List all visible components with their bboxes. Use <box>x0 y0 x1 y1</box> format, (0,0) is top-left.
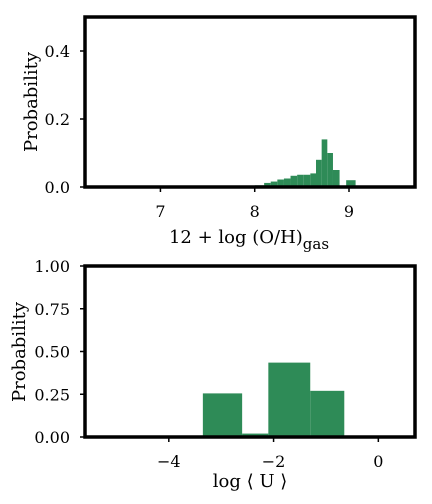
metallicity-bar-11 <box>297 174 304 187</box>
metallicity-y-tick-label-1: 0.2 <box>45 110 70 129</box>
ionization-bars <box>202 362 345 437</box>
metallicity-bar-13 <box>310 173 316 187</box>
metallicity-x-axis-label: 12 + log (O/H)gas <box>169 227 329 253</box>
ionization-bar-0 <box>202 393 243 437</box>
metallicity-ticks: 7 8 9 0.0 0.2 0.4 <box>45 42 355 221</box>
ionization-x-axis-label: log ⟨ U ⟩ <box>213 471 288 492</box>
metallicity-bar-17 <box>332 170 340 187</box>
metallicity-x-tick-label-0: 7 <box>155 202 165 221</box>
ionization-plot-frame <box>83 264 417 439</box>
ionization-y-tick-label-1: 0.25 <box>34 385 70 404</box>
metallicity-histogram-panel: 7 8 9 0.0 0.2 0.4 Probability 12 + log (O/H)g… <box>21 15 417 253</box>
ionization-bar-3 <box>310 390 345 437</box>
metallicity-bar-18 <box>346 180 356 187</box>
metallicity-y-tick-label-0: 0.0 <box>45 178 70 197</box>
metallicity-bar-16 <box>327 153 333 187</box>
ionization-y-tick-label-2: 0.50 <box>34 343 70 362</box>
ionization-bar-2 <box>268 362 311 437</box>
ionization-y-tick-label-0: 0.00 <box>34 428 70 447</box>
metallicity-y-tick-label-2: 0.4 <box>45 42 70 61</box>
metallicity-y-axis-label: Probability <box>21 51 42 152</box>
metallicity-bar-10 <box>290 175 298 187</box>
ionization-x-tick-label-1: −2 <box>262 452 286 471</box>
metallicity-x-tick-label-2: 9 <box>344 202 354 221</box>
metallicity-bar-7 <box>270 181 278 187</box>
ionization-y-tick-label-3: 0.75 <box>34 300 70 319</box>
metallicity-bars <box>160 139 356 187</box>
ionization-x-tick-label-0: −4 <box>157 452 181 471</box>
metallicity-bar-15 <box>321 139 328 187</box>
ionization-x-tick-label-2: 0 <box>373 452 383 471</box>
ionization-histogram-panel: −4 −2 0 0.00 0.25 0.50 0.75 1.00 Probability lo… <box>9 257 417 492</box>
metallicity-bar-14 <box>316 159 322 187</box>
metallicity-bar-12 <box>303 174 311 187</box>
ionization-y-tick-label-4: 1.00 <box>34 257 70 276</box>
ionization-ticks: −4 −2 0 0.00 0.25 0.50 0.75 1.00 <box>34 257 383 471</box>
metallicity-bar-6 <box>264 182 271 187</box>
ionization-y-axis-label: Probability <box>9 301 30 402</box>
metallicity-plot-frame <box>83 15 417 189</box>
metallicity-bar-9 <box>283 178 291 187</box>
metallicity-x-tick-label-1: 8 <box>250 202 260 221</box>
metallicity-bar-8 <box>277 179 284 187</box>
